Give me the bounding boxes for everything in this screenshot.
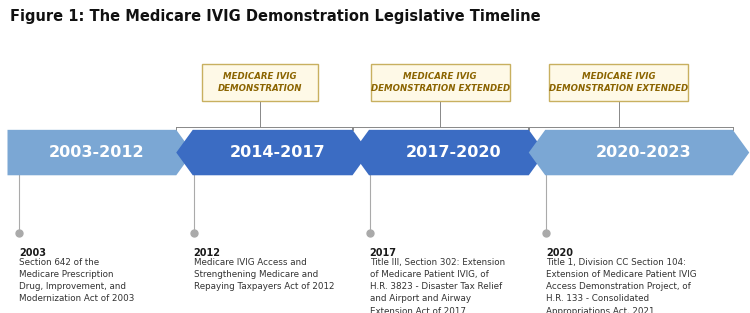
Text: MEDICARE IVIG
DEMONSTRATION EXTENDED: MEDICARE IVIG DEMONSTRATION EXTENDED	[549, 72, 688, 93]
Polygon shape	[529, 130, 749, 175]
Polygon shape	[8, 130, 193, 175]
Text: 2020-2023: 2020-2023	[596, 145, 692, 160]
Text: 2012: 2012	[194, 248, 220, 258]
Text: Figure 1: The Medicare IVIG Demonstration Legislative Timeline: Figure 1: The Medicare IVIG Demonstratio…	[10, 9, 540, 24]
FancyBboxPatch shape	[370, 64, 510, 101]
Polygon shape	[176, 130, 369, 175]
Text: Title 1, Division CC Section 104:
Extension of Medicare Patient IVIG
Access Demo: Title 1, Division CC Section 104: Extens…	[546, 258, 697, 313]
Text: 2003-2012: 2003-2012	[49, 145, 145, 160]
Text: 2017-2020: 2017-2020	[406, 145, 502, 160]
Text: MEDICARE IVIG
DEMONSTRATION EXTENDED: MEDICARE IVIG DEMONSTRATION EXTENDED	[370, 72, 510, 93]
Text: Title III, Section 302: Extension
of Medicare Patient IVIG, of
H.R. 3823 - Disas: Title III, Section 302: Extension of Med…	[370, 258, 505, 313]
Text: 2003: 2003	[19, 248, 46, 258]
Text: 2017: 2017	[370, 248, 397, 258]
Text: 2020: 2020	[546, 248, 573, 258]
Polygon shape	[352, 130, 545, 175]
Text: Section 642 of the
Medicare Prescription
Drug, Improvement, and
Modernization Ac: Section 642 of the Medicare Prescription…	[19, 258, 134, 303]
Text: 2014-2017: 2014-2017	[230, 145, 326, 160]
FancyBboxPatch shape	[202, 64, 318, 101]
Text: Medicare IVIG Access and
Strengthening Medicare and
Repaying Taxpayers Act of 20: Medicare IVIG Access and Strengthening M…	[194, 258, 334, 291]
FancyBboxPatch shape	[549, 64, 688, 101]
Text: MEDICARE IVIG
DEMONSTRATION: MEDICARE IVIG DEMONSTRATION	[218, 72, 302, 93]
